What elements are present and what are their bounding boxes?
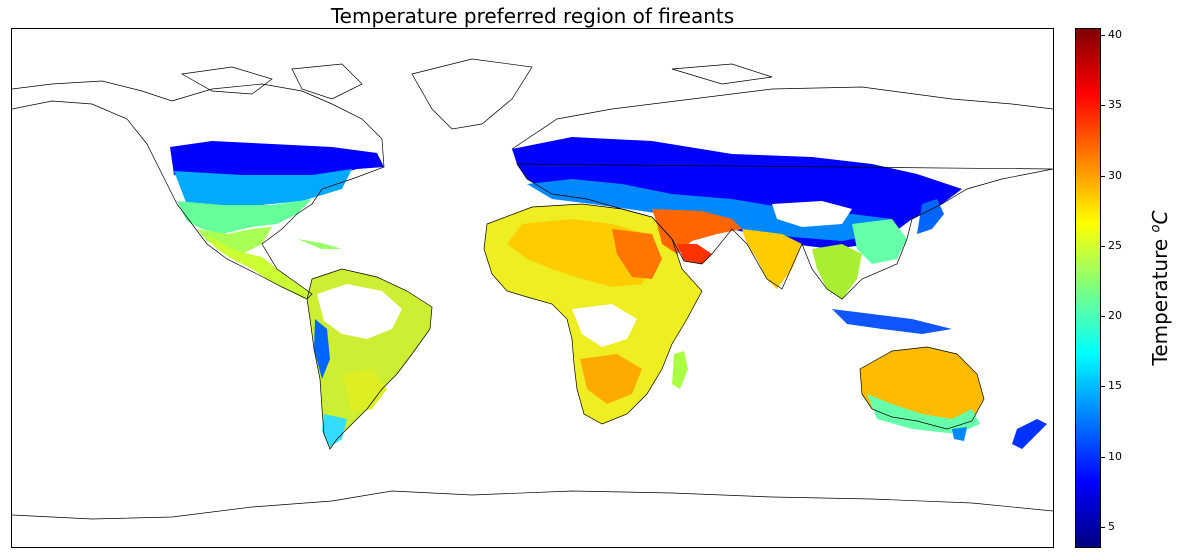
colorbar-tick-mark (1101, 456, 1105, 458)
colorbar-tick-label: 20 (1108, 309, 1122, 323)
colorbar-tick-label: 5 (1108, 519, 1115, 533)
colorbar-tick-label: 35 (1108, 98, 1122, 112)
africa-region (484, 204, 702, 424)
colorbar-tick-mark (1101, 245, 1105, 247)
colorbar-label: Temperature oC (1148, 210, 1172, 366)
world-map (11, 28, 1054, 548)
oceania-region (860, 347, 1047, 449)
colorbar-tick-mark (1101, 105, 1105, 107)
north-america-region (170, 141, 384, 299)
colorbar-tick-label: 25 (1108, 238, 1122, 252)
south-america-region (307, 269, 432, 449)
colorbar-tick-mark (1101, 316, 1105, 318)
colorbar-tick-mark (1101, 175, 1105, 177)
colorbar-tick-mark (1101, 526, 1105, 528)
colorbar-tick-label: 15 (1108, 379, 1122, 393)
world-map-svg (12, 58, 1053, 520)
colorbar-tick-label: 40 (1108, 28, 1122, 41)
colorbar-tick-mark (1101, 35, 1105, 36)
eurasia-region (512, 137, 962, 334)
colorbar-tick-mark (1101, 386, 1105, 388)
coastlines (12, 58, 1053, 520)
colorbar-ticks: 5 10 15 20 25 30 35 40 (1101, 28, 1141, 548)
colorbar-tick-label: 30 (1108, 168, 1122, 182)
colorbar (1075, 28, 1101, 548)
map-title: Temperature preferred region of fireants (330, 4, 735, 28)
unit-symbol: oC (1148, 210, 1172, 233)
colorbar-tick-label: 10 (1108, 449, 1122, 463)
